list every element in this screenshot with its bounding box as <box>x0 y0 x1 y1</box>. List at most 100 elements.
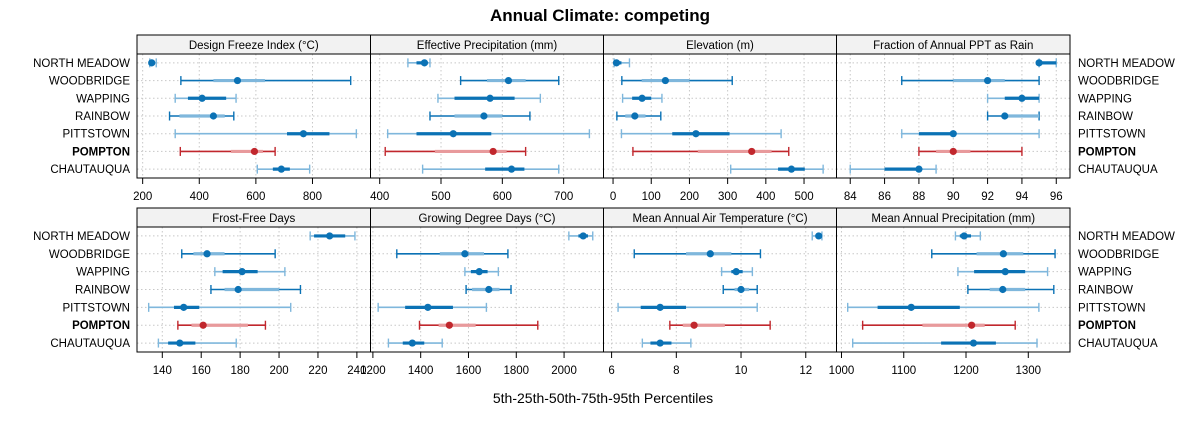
series-north-meadow <box>1035 58 1057 68</box>
series-north-meadow <box>309 231 356 241</box>
series-north-meadow <box>148 58 157 68</box>
panel-design-freeze-index-c: Design Freeze Index (°C) 200 400 600 800 <box>133 34 371 203</box>
row-label-right-north-meadow: NORTH MEADOW <box>1078 58 1175 70</box>
x-tick-label: 240 <box>347 365 366 377</box>
x-tick-label: 600 <box>493 191 512 203</box>
median-point <box>1035 59 1043 67</box>
x-axis-label: 5th-25th-50th-75th-95th Percentiles <box>493 390 713 406</box>
median-point <box>449 130 457 138</box>
row-label-right-wapping: WAPPING <box>1078 93 1132 105</box>
x-tick-label: 8 <box>673 365 679 377</box>
x-tick-label: 500 <box>431 191 450 203</box>
median-point <box>148 59 156 67</box>
x-tick-label: 1200 <box>360 365 386 377</box>
series-pompton <box>177 320 267 330</box>
median-point <box>489 147 497 156</box>
series-pittstown <box>901 129 1040 139</box>
median-point <box>233 76 242 85</box>
chart-title: Annual Climate: competing <box>490 6 710 25</box>
x-tick-label: 400 <box>370 191 389 203</box>
series-rainbow <box>722 285 758 294</box>
x-tick-label: 88 <box>913 191 926 203</box>
series-pittstown <box>620 129 782 139</box>
series-pompton <box>861 320 1016 330</box>
panels: Design Freeze Index (°C) 200 400 600 800 Effe… <box>133 34 1071 377</box>
median-point <box>250 147 259 156</box>
row-label-left-rainbow: RAINBOW <box>75 285 130 297</box>
x-tick-label: 1000 <box>829 365 855 377</box>
series-woodbridge <box>180 76 352 86</box>
series-pompton <box>384 146 527 156</box>
row-labels: NORTH MEADOW NORTH MEADOW WOODBRIDGE WOODBR… <box>33 58 1175 350</box>
panel-title: Frost-Free Days <box>212 213 295 225</box>
x-tick-label: 94 <box>1016 191 1029 203</box>
series-chautauqua <box>387 338 443 348</box>
panel-growing-degree-days-c: Growing Degree Days (°C) 1200 1400 1600 1800… <box>360 207 604 377</box>
series-chautauqua <box>256 164 311 174</box>
median-point <box>732 268 740 276</box>
median-point <box>445 321 453 329</box>
x-tick-label: 400 <box>190 191 209 203</box>
x-tick-label: 92 <box>981 191 994 203</box>
median-point <box>949 147 957 156</box>
median-point <box>507 165 516 173</box>
row-label-right-rainbow: RAINBOW <box>1078 285 1133 297</box>
median-point <box>461 250 469 258</box>
median-point <box>238 268 246 276</box>
series-wapping <box>174 93 237 103</box>
median-point <box>968 321 976 329</box>
series-wapping <box>214 267 286 277</box>
median-point <box>999 285 1007 294</box>
x-tick-label: 700 <box>554 191 573 203</box>
panel-elevation-m: Elevation (m) 0 100 200 300 400 500 <box>603 34 837 203</box>
x-tick-label: 1300 <box>1015 365 1041 377</box>
x-tick-label: 1200 <box>953 365 979 377</box>
median-point <box>612 59 621 67</box>
x-tick-label: 96 <box>1050 191 1063 203</box>
series-rainbow <box>967 285 1055 294</box>
panel-title: Design Freeze Index (°C) <box>189 40 319 52</box>
panel-mean-annual-precipitation-mm: Mean Annual Precipitation (mm) 1000 1100 12… <box>829 207 1071 377</box>
row-label-right-pittstown: PITTSTOWN <box>1078 129 1146 141</box>
row-label-left-chautauqua: CHAUTAUQUA <box>50 164 130 176</box>
series-woodbridge <box>633 249 762 259</box>
x-tick-label: 10 <box>735 365 748 377</box>
series-chautauqua <box>729 164 824 174</box>
median-point <box>176 339 184 347</box>
x-tick-label: 140 <box>153 365 172 377</box>
x-tick-label: 100 <box>642 191 661 203</box>
row-label-right-woodbridge: WOODBRIDGE <box>1078 76 1159 88</box>
x-tick-label: 12 <box>799 365 812 377</box>
panel-mean-annual-air-temperature-c: Mean Annual Air Temperature (°C) 6 8 10 12 <box>603 207 837 377</box>
x-tick-label: 200 <box>269 365 288 377</box>
median-point <box>408 339 416 347</box>
median-point <box>787 165 796 173</box>
median-point <box>504 76 513 85</box>
x-tick-label: 400 <box>756 191 775 203</box>
median-point <box>486 94 494 102</box>
x-tick-label: 1100 <box>891 365 916 377</box>
row-label-left-pompton: POMPTON <box>72 320 130 332</box>
series-woodbridge <box>931 249 1056 259</box>
panel-title: Mean Annual Precipitation (mm) <box>871 213 1035 225</box>
median-point <box>475 268 483 276</box>
median-point <box>815 232 823 240</box>
median-point <box>949 130 957 138</box>
x-tick-label: 1800 <box>503 365 529 377</box>
median-point <box>424 303 432 311</box>
median-point <box>1001 268 1009 276</box>
panel-border <box>836 226 1071 353</box>
row-label-left-pompton: POMPTON <box>72 146 130 158</box>
panel-title: Elevation (m) <box>686 40 754 52</box>
series-rainbow <box>429 111 531 121</box>
x-tick-label: 500 <box>794 191 813 203</box>
x-tick-label: 200 <box>133 191 152 203</box>
row-label-right-wapping: WAPPING <box>1078 267 1132 279</box>
series-rainbow <box>986 111 1040 121</box>
series-chautauqua <box>421 164 560 174</box>
median-point <box>299 130 308 138</box>
series-woodbridge <box>459 76 560 86</box>
row-label-left-north-meadow: NORTH MEADOW <box>33 231 130 243</box>
x-tick-label: 84 <box>844 191 857 203</box>
